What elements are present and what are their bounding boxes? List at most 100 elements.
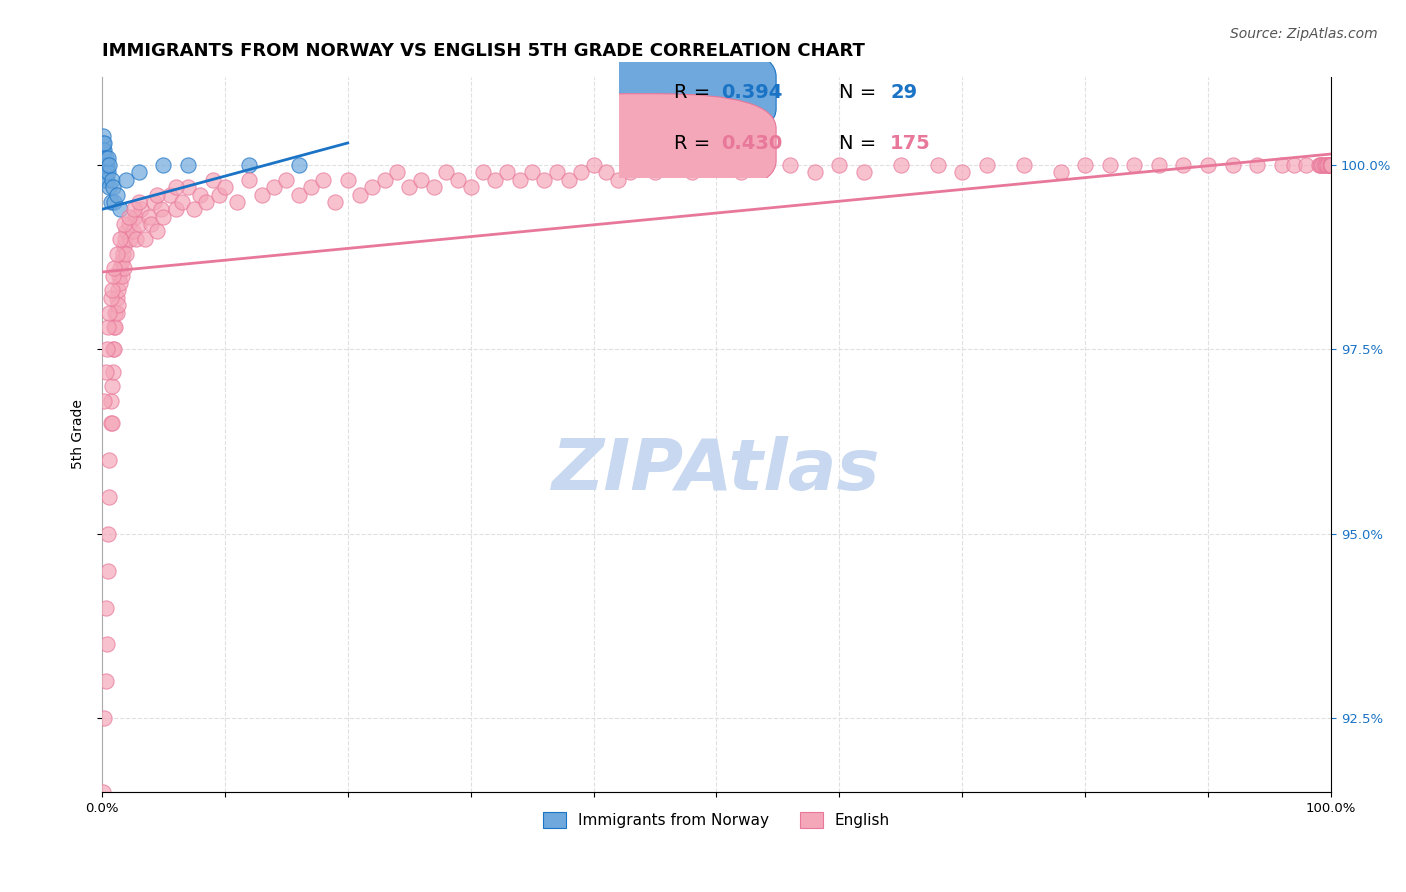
Point bbox=[852, 165, 875, 179]
Point bbox=[170, 194, 193, 209]
Point bbox=[139, 217, 162, 231]
Point bbox=[276, 173, 298, 187]
Point bbox=[927, 158, 949, 172]
Point bbox=[120, 232, 142, 246]
Point bbox=[118, 217, 141, 231]
Point bbox=[91, 136, 114, 150]
Point bbox=[208, 187, 231, 202]
Point bbox=[325, 194, 347, 209]
Point bbox=[950, 165, 973, 179]
Text: ZIPAtlas: ZIPAtlas bbox=[553, 435, 880, 505]
Point bbox=[165, 202, 187, 217]
Point bbox=[101, 365, 124, 379]
Point bbox=[94, 165, 117, 179]
Point bbox=[94, 600, 117, 615]
Point bbox=[96, 173, 118, 187]
Point bbox=[411, 173, 433, 187]
Point bbox=[1320, 158, 1343, 172]
Point bbox=[496, 165, 519, 179]
Point bbox=[1320, 158, 1343, 172]
Point bbox=[1320, 158, 1343, 172]
Point bbox=[100, 284, 122, 298]
Point bbox=[110, 276, 132, 290]
Point bbox=[100, 173, 122, 187]
Point bbox=[93, 711, 115, 725]
Point bbox=[250, 187, 273, 202]
Point bbox=[1049, 165, 1071, 179]
Point bbox=[128, 217, 150, 231]
Point bbox=[134, 232, 156, 246]
Point bbox=[520, 165, 543, 179]
Point bbox=[91, 128, 114, 143]
Point bbox=[188, 187, 211, 202]
Point bbox=[101, 343, 124, 357]
Point bbox=[1320, 158, 1343, 172]
Point bbox=[398, 180, 420, 194]
Point bbox=[105, 187, 128, 202]
Text: 175: 175 bbox=[890, 134, 931, 153]
Point bbox=[115, 224, 138, 238]
Point bbox=[97, 526, 120, 541]
Point bbox=[1313, 158, 1336, 172]
FancyBboxPatch shape bbox=[509, 94, 776, 196]
Point bbox=[1320, 158, 1343, 172]
FancyBboxPatch shape bbox=[509, 42, 776, 144]
Point bbox=[1246, 158, 1268, 172]
Point bbox=[1197, 158, 1219, 172]
Point bbox=[110, 254, 132, 268]
Point bbox=[100, 394, 122, 409]
Legend: Immigrants from Norway, English: Immigrants from Norway, English bbox=[537, 806, 896, 834]
Point bbox=[98, 490, 121, 504]
Point bbox=[1320, 158, 1343, 172]
Point bbox=[1308, 158, 1330, 172]
Point bbox=[1320, 158, 1343, 172]
Point bbox=[124, 210, 146, 224]
Point bbox=[1222, 158, 1244, 172]
Point bbox=[100, 379, 122, 393]
Point bbox=[93, 151, 115, 165]
Point bbox=[226, 194, 249, 209]
Point bbox=[1320, 158, 1343, 172]
Point bbox=[349, 187, 371, 202]
Point bbox=[93, 394, 115, 409]
Point bbox=[1173, 158, 1195, 172]
Point bbox=[706, 158, 728, 172]
Point bbox=[177, 158, 200, 172]
Point bbox=[779, 158, 801, 172]
Point bbox=[1319, 158, 1341, 172]
Point bbox=[619, 165, 641, 179]
Point bbox=[125, 232, 148, 246]
Point bbox=[1320, 158, 1343, 172]
Point bbox=[484, 173, 506, 187]
Point bbox=[110, 232, 132, 246]
Point bbox=[121, 224, 143, 238]
Point bbox=[1320, 158, 1343, 172]
Point bbox=[103, 194, 125, 209]
Point bbox=[1317, 158, 1340, 172]
Point bbox=[93, 173, 115, 187]
Point bbox=[110, 268, 132, 283]
Point bbox=[98, 305, 121, 319]
Point bbox=[152, 158, 174, 172]
Point bbox=[546, 165, 568, 179]
Point bbox=[128, 165, 150, 179]
Point bbox=[569, 165, 592, 179]
Point bbox=[104, 305, 127, 319]
Text: 0.394: 0.394 bbox=[721, 83, 782, 102]
Point bbox=[730, 165, 752, 179]
Point bbox=[1012, 158, 1035, 172]
Point bbox=[1315, 158, 1337, 172]
Point bbox=[374, 173, 396, 187]
Point bbox=[114, 232, 136, 246]
Point bbox=[1074, 158, 1097, 172]
Point bbox=[98, 180, 121, 194]
Point bbox=[803, 165, 825, 179]
Point bbox=[263, 180, 285, 194]
Text: 29: 29 bbox=[890, 83, 917, 102]
Point bbox=[105, 305, 128, 319]
Point bbox=[100, 416, 122, 430]
Point bbox=[149, 202, 172, 217]
Point bbox=[100, 194, 122, 209]
Point bbox=[1320, 158, 1343, 172]
Text: N =: N = bbox=[839, 83, 883, 102]
